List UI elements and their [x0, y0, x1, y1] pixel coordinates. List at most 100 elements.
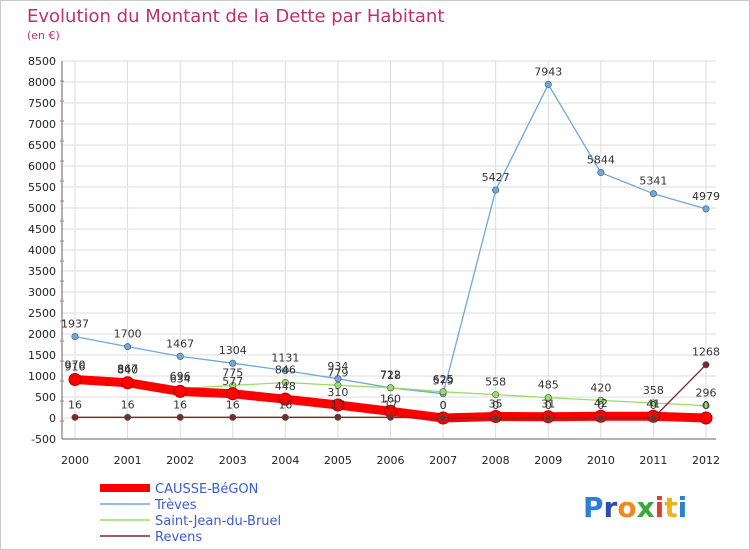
data-label: 0	[440, 399, 447, 412]
data-label: 696	[170, 370, 191, 383]
series-point	[334, 381, 342, 389]
data-label: 7943	[534, 65, 562, 78]
y-tick-label: 5500	[28, 181, 56, 194]
series-point	[492, 414, 500, 422]
y-tick-label: 4000	[28, 244, 56, 257]
data-label: 310	[327, 386, 348, 399]
proxiti-logo: Proxiti	[583, 491, 687, 524]
y-tick-label: 2000	[28, 328, 56, 341]
y-tick-label: 6500	[28, 139, 56, 152]
data-label: 625	[433, 373, 454, 386]
data-label: 846	[275, 363, 296, 376]
data-label: 160	[380, 392, 401, 405]
data-label: 31	[541, 398, 555, 411]
data-label: 16	[173, 398, 187, 411]
chart-title: Evolution du Montant de la Dette par Hab…	[27, 6, 445, 27]
series-point	[386, 384, 394, 392]
series-point	[176, 352, 184, 360]
series-point	[281, 378, 289, 386]
proxiti-logo-text: Proxiti	[583, 491, 687, 524]
x-tick-label: 2002	[166, 454, 194, 467]
data-label: 1304	[219, 344, 247, 357]
data-label: 0	[545, 399, 552, 412]
data-label: 867	[117, 363, 138, 376]
series-point	[597, 396, 605, 404]
y-tick-label: 6000	[28, 160, 56, 173]
axes	[60, 61, 716, 440]
series-point	[281, 413, 289, 421]
data-label: 17	[384, 398, 398, 411]
y-tick-label: 1000	[28, 370, 56, 383]
data-label: 916	[65, 361, 86, 374]
series-point	[68, 373, 82, 387]
data-label: 0	[440, 399, 447, 412]
x-tick-label: 2005	[324, 454, 352, 467]
series-point	[492, 186, 500, 194]
series-point	[124, 343, 132, 351]
x-tick-label: 2011	[639, 454, 667, 467]
data-label: 16	[68, 398, 82, 411]
x-tick-label: 2003	[219, 454, 247, 467]
y-tick-label: 500	[35, 391, 56, 404]
y-tick-label: 8000	[28, 76, 56, 89]
data-label: 934	[327, 360, 348, 373]
series-point	[229, 359, 237, 367]
legend-label: Revens	[155, 530, 202, 545]
y-tick-label: -500	[31, 433, 56, 446]
x-tick-label: 2001	[114, 454, 142, 467]
series-layer	[68, 80, 713, 425]
data-label: 0	[492, 399, 499, 412]
x-axis-ticks: 2000 2001 2002 2003 2004 2005 2006 2007 2008 2009…	[61, 454, 720, 467]
data-label: 1268	[692, 346, 720, 359]
data-label: 0	[650, 399, 657, 412]
data-label: 4979	[692, 190, 720, 203]
data-label: 296	[696, 387, 717, 400]
data-label: 779	[327, 366, 348, 379]
data-label: 775	[222, 366, 243, 379]
x-tick-label: 2009	[534, 454, 562, 467]
series-point	[492, 391, 500, 399]
x-tick-label: 2012	[692, 454, 720, 467]
series-point	[71, 413, 79, 421]
y-tick-label: 0	[49, 412, 56, 425]
series-point	[649, 414, 657, 422]
data-label: 16	[278, 398, 292, 411]
data-label: 558	[485, 376, 506, 389]
legend-label: Saint-Jean-du-Bruel	[155, 514, 281, 529]
series-point	[699, 411, 713, 425]
data-label: 42	[594, 397, 608, 410]
x-tick-label: 2006	[377, 454, 405, 467]
data-label: 718	[380, 369, 401, 382]
series-point	[386, 413, 394, 421]
y-tick-label: 4500	[28, 223, 56, 236]
data-label: 577	[222, 375, 243, 388]
data-label: 16	[121, 398, 135, 411]
data-label: 634	[170, 372, 191, 385]
series-point	[649, 190, 657, 198]
data-label: 0	[597, 399, 604, 412]
data-label: 722	[380, 369, 401, 382]
y-tick-label: 7500	[28, 97, 56, 110]
x-tick-label: 2008	[482, 454, 510, 467]
series-point	[226, 387, 240, 401]
series-point	[124, 413, 132, 421]
legend-label: CAUSSE-BéGON	[155, 482, 258, 497]
data-label: 579	[433, 375, 454, 388]
series-point	[702, 205, 710, 213]
series-point	[439, 414, 447, 422]
series-point	[173, 384, 187, 398]
data-label: 420	[590, 381, 611, 394]
series-point	[544, 394, 552, 402]
data-label: 5427	[482, 171, 510, 184]
data-label: 41	[646, 397, 660, 410]
data-label: 1467	[166, 337, 194, 350]
grid-lines	[62, 60, 716, 440]
legend: CAUSSE-BéGONTrèvesSaint-Jean-du-BruelRev…	[100, 482, 281, 545]
y-tick-label: 8500	[28, 55, 56, 68]
y-tick-label: 3500	[28, 265, 56, 278]
series-point	[334, 413, 342, 421]
data-label: 485	[538, 379, 559, 392]
